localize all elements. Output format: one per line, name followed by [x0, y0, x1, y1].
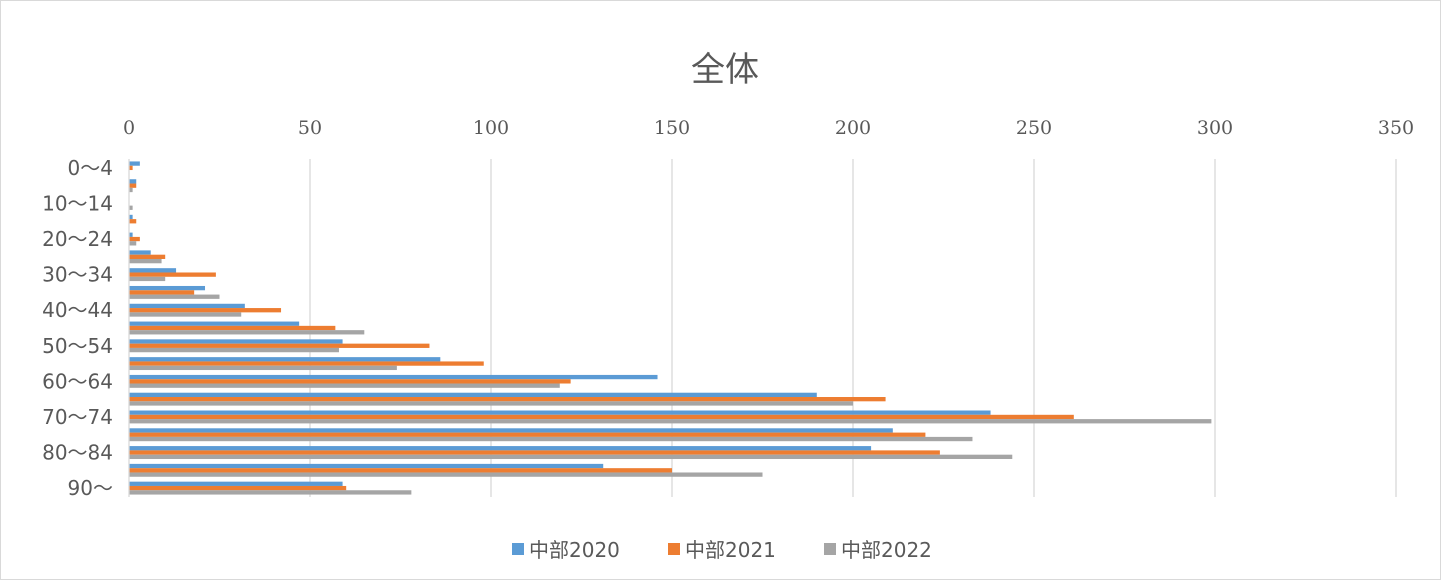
bar-中部2021-0～4 — [129, 165, 133, 171]
bar-中部2020-40～44 — [129, 303, 245, 309]
bar-中部2021-60～64 — [129, 379, 571, 384]
bar-中部2020-5～9 — [129, 179, 137, 184]
x-tick-label: 50 — [298, 117, 322, 139]
y-axis-ticks: 0～4 10～14 20～24 30～34 40～44 50～54 60～64 70～74 80… — [42, 156, 113, 500]
bar-中部2021-75～79 — [129, 432, 926, 437]
bar-中部2021-40～44 — [129, 308, 282, 313]
chart-title: 全体 — [691, 50, 759, 90]
bar-中部2021-45～49 — [129, 325, 336, 331]
x-tick-label: 150 — [654, 117, 690, 139]
y-tick-label: 20～24 — [42, 227, 113, 251]
bar-中部2022-75～79 — [129, 436, 973, 442]
y-tick-label: 40～44 — [42, 298, 113, 322]
bar-中部2020-80～84 — [129, 446, 872, 451]
y-tick-label: 10～14 — [42, 192, 113, 216]
bar-中部2022-10～14 — [129, 205, 133, 210]
bar-中部2021-85～89 — [129, 468, 672, 473]
x-tick-label: 350 — [1378, 117, 1414, 139]
bar-中部2021-70～74 — [129, 414, 1074, 420]
bar-中部2021-80～84 — [129, 450, 940, 455]
x-tick-label: 300 — [1197, 117, 1233, 139]
bar-中部2022-20～24 — [129, 241, 137, 246]
legend: 中部2020 中部2021 中部2022 — [512, 538, 932, 562]
bar-中部2021-35～39 — [129, 290, 195, 295]
bar-中部2022-45～49 — [129, 330, 365, 335]
bar-中部2022-5～9 — [129, 187, 133, 193]
y-tick-label: 70～74 — [42, 405, 113, 429]
bar-中部2020-90～ — [129, 481, 343, 486]
legend-item: 中部2021 — [668, 538, 776, 562]
bar-中部2021-15～19 — [129, 219, 137, 224]
y-tick-label: 0～4 — [68, 156, 113, 180]
bar-中部2020-30～34 — [129, 268, 177, 273]
legend-label: 中部2020 — [529, 538, 620, 562]
bar-中部2021-90～ — [129, 485, 347, 491]
y-tick-label: 80～84 — [42, 441, 113, 465]
bar-中部2020-65～69 — [129, 392, 817, 398]
bar-中部2022-60～64 — [129, 383, 560, 388]
bar-中部2020-25～29 — [129, 250, 151, 255]
x-tick-label: 100 — [473, 117, 509, 139]
bar-中部2022-90～ — [129, 490, 412, 495]
bar-中部2022-30～34 — [129, 276, 166, 282]
legend-swatch — [668, 543, 680, 555]
bar-中部2020-75～79 — [129, 428, 893, 433]
bar-中部2022-70～74 — [129, 419, 1212, 424]
bar-中部2020-50～54 — [129, 339, 343, 344]
bar-中部2021-65～69 — [129, 397, 886, 402]
x-axis-ticks: 0 50 100 150 200 250 300 350 — [123, 117, 1414, 139]
bar-中部2022-40～44 — [129, 312, 242, 317]
bar-中部2020-70～74 — [129, 410, 991, 415]
bar-中部2022-55～59 — [129, 365, 397, 371]
y-tick-label: 50～54 — [42, 334, 113, 358]
bar-中部2022-85～89 — [129, 472, 763, 477]
legend-label: 中部2021 — [685, 538, 776, 562]
bar-中部2022-50～54 — [129, 347, 339, 353]
bar-中部2020-55～59 — [129, 357, 441, 362]
bar-中部2022-35～39 — [129, 294, 220, 299]
bar-中部2020-20～24 — [129, 232, 133, 237]
bar-中部2022-65～69 — [129, 401, 853, 406]
bar-中部2020-85～89 — [129, 463, 604, 469]
legend-label: 中部2022 — [841, 538, 932, 562]
bar-中部2021-20～24 — [129, 236, 140, 242]
bar-中部2021-30～34 — [129, 272, 216, 277]
bar-中部2021-25～29 — [129, 254, 166, 259]
gridlines — [309, 159, 1397, 497]
bar-中部2021-50～54 — [129, 343, 430, 348]
legend-swatch — [512, 543, 524, 555]
y-tick-label: 90～ — [68, 476, 113, 500]
bars — [129, 161, 1212, 495]
legend-item: 中部2020 — [512, 538, 620, 562]
y-tick-label: 30～34 — [42, 263, 113, 287]
x-tick-label: 250 — [1016, 117, 1052, 139]
legend-swatch — [824, 543, 836, 555]
bar-中部2022-80～84 — [129, 454, 1013, 459]
bar-中部2020-15～19 — [129, 214, 133, 220]
x-tick-label: 0 — [123, 117, 135, 139]
bar-中部2021-5～9 — [129, 183, 137, 188]
y-tick-label: 60～64 — [42, 369, 113, 393]
bar-中部2020-45～49 — [129, 321, 300, 326]
x-tick-label: 200 — [835, 117, 871, 139]
bar-中部2021-55～59 — [129, 361, 484, 366]
bar-中部2022-25～29 — [129, 258, 162, 264]
bar-中部2020-35～39 — [129, 285, 206, 291]
bar-中部2020-0～4 — [129, 161, 140, 166]
legend-item: 中部2022 — [824, 538, 932, 562]
bar-中部2020-60～64 — [129, 374, 658, 380]
